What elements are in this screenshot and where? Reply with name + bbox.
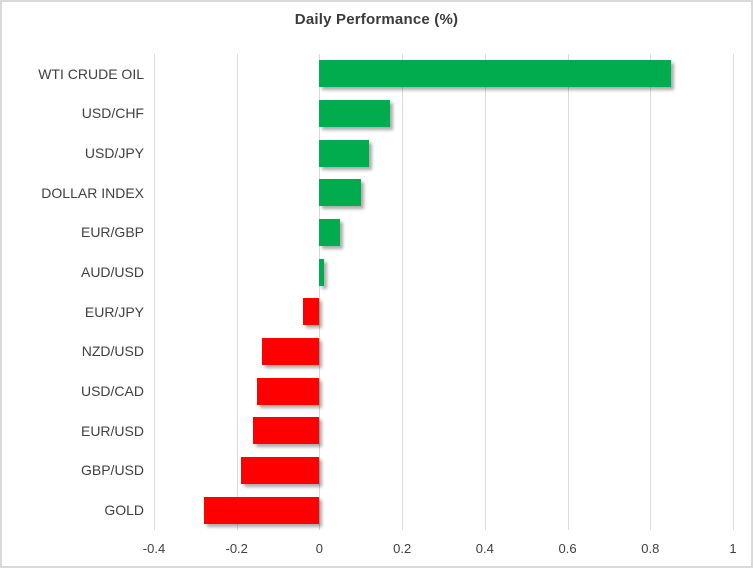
bar-dollar-index xyxy=(319,179,361,207)
bar-eur-gbp xyxy=(319,219,341,246)
gridline-0.8 xyxy=(650,54,652,530)
bar-usd-jpy xyxy=(319,139,370,167)
chart-title: Daily Performance (%) xyxy=(294,11,459,28)
bar-usd-cad xyxy=(257,377,320,405)
x-tick-label--0.4: -0.4 xyxy=(142,541,166,556)
gridline--0.4 xyxy=(154,54,155,530)
bar-gbp-usd xyxy=(240,457,320,484)
category-label-usd-cad: USD/CAD xyxy=(80,383,144,400)
bar-usd-chf xyxy=(319,100,390,127)
x-tick-label-0.4: 0.4 xyxy=(475,541,494,556)
gridline-0 xyxy=(319,54,321,530)
category-axis: WTI CRUDE OIL USD/CHF USD/JPY DOLLAR INDEX E… xyxy=(2,54,148,530)
bar-aud-usd xyxy=(319,258,324,286)
gridline--0.2 xyxy=(236,54,238,530)
gridline-0.6 xyxy=(567,54,569,530)
bar-gold xyxy=(203,496,320,524)
x-tick-label-0.6: 0.6 xyxy=(558,541,577,556)
x-tick-label-1: 1 xyxy=(729,541,737,556)
bar-eur-jpy xyxy=(302,298,320,326)
category-label-nzd-usd: NZD/USD xyxy=(81,343,144,360)
category-label-wti-crude-oil: WTI CRUDE OIL xyxy=(38,65,144,82)
gridline-0.2 xyxy=(402,54,404,530)
gridline-0.4 xyxy=(484,54,486,530)
bar-wti-crude-oil xyxy=(319,60,671,88)
category-label-usd-jpy: USD/JPY xyxy=(84,145,144,162)
x-tick-label-0: 0 xyxy=(315,541,324,556)
category-label-eur-gbp: EUR/GBP xyxy=(80,224,144,241)
category-label-gold: GOLD xyxy=(104,502,144,519)
plot-area xyxy=(154,54,734,530)
category-label-eur-usd: EUR/USD xyxy=(80,422,144,439)
category-label-aud-usd: AUD/USD xyxy=(80,264,144,281)
category-label-eur-jpy: EUR/JPY xyxy=(84,303,144,320)
x-axis: -0.4 -0.2 0 0.2 0.4 0.6 0.8 1 xyxy=(143,530,737,562)
bar-nzd-usd xyxy=(261,338,320,365)
x-tick-label--0.2: -0.2 xyxy=(225,541,248,556)
category-label-gbp-usd: GBP/USD xyxy=(80,462,144,479)
gridline-1 xyxy=(733,54,734,530)
category-label-dollar-index: DOLLAR INDEX xyxy=(41,184,144,201)
x-tick-label-0.2: 0.2 xyxy=(393,541,412,556)
category-label-usd-chf: USD/CHF xyxy=(81,105,144,122)
x-tick-label-0.8: 0.8 xyxy=(641,541,660,556)
bar-eur-usd xyxy=(253,417,320,445)
